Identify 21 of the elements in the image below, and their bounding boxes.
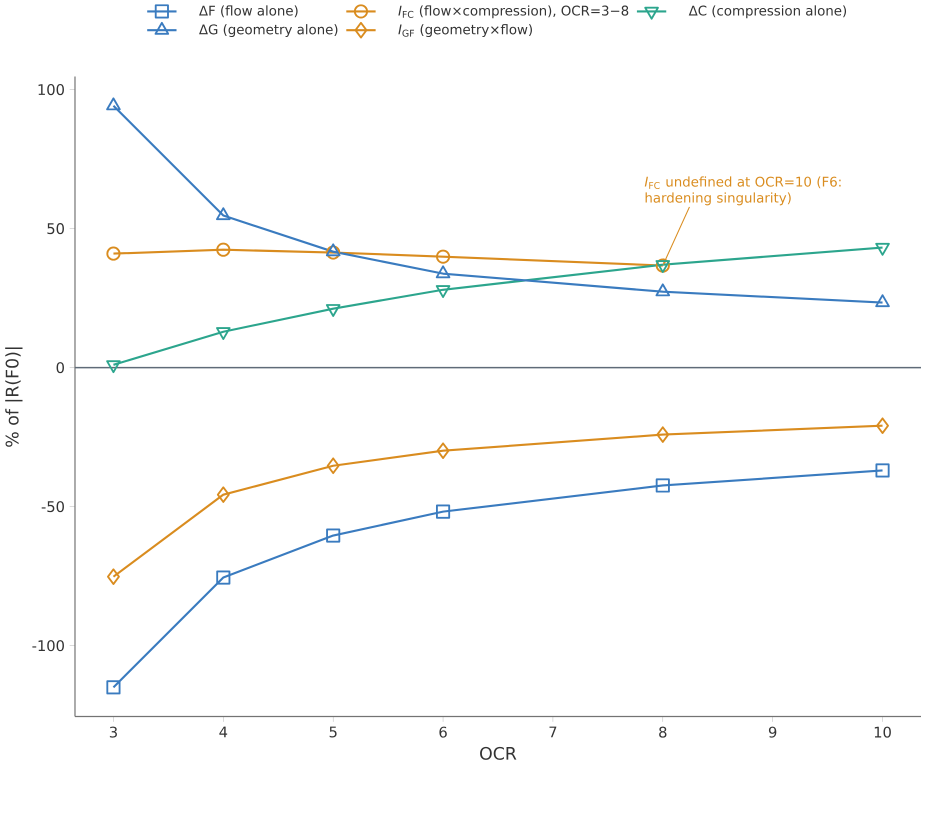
y-tick-label: -50: [42, 501, 64, 512]
x-tick-label: 8: [659, 726, 666, 738]
legend-label: ΔF (flow alone): [199, 5, 298, 18]
legend-label: ΔG (geometry alone): [199, 24, 338, 37]
x-tick-label: 10: [874, 726, 891, 738]
y-axis-title: % of |R(F0)|: [5, 347, 23, 447]
y-tick-label: 50: [47, 223, 64, 234]
legend-label: I$_{FC}$ (flow×compression), OCR=3−8: [398, 5, 628, 18]
legend-label: I$_{GF}$ (geometry×flow): [398, 24, 532, 37]
y-tick-label: 100: [38, 84, 64, 96]
x-tick-label: 9: [768, 726, 776, 738]
y-tick-label: -100: [32, 640, 64, 652]
x-tick-label: 6: [439, 726, 447, 738]
annotation: I$_{FC}$ undefined at OCR=10 (F6: hardening singularity): [644, 176, 841, 206]
legend-label: ΔC (compression alone): [688, 5, 846, 18]
x-tick-label: 4: [219, 726, 228, 738]
x-axis-title: OCR: [480, 746, 516, 760]
y-tick-label: 0: [56, 362, 64, 374]
x-tick-label: 7: [549, 726, 556, 738]
x-tick-label: 3: [110, 726, 117, 738]
x-tick-label: 5: [330, 726, 337, 738]
